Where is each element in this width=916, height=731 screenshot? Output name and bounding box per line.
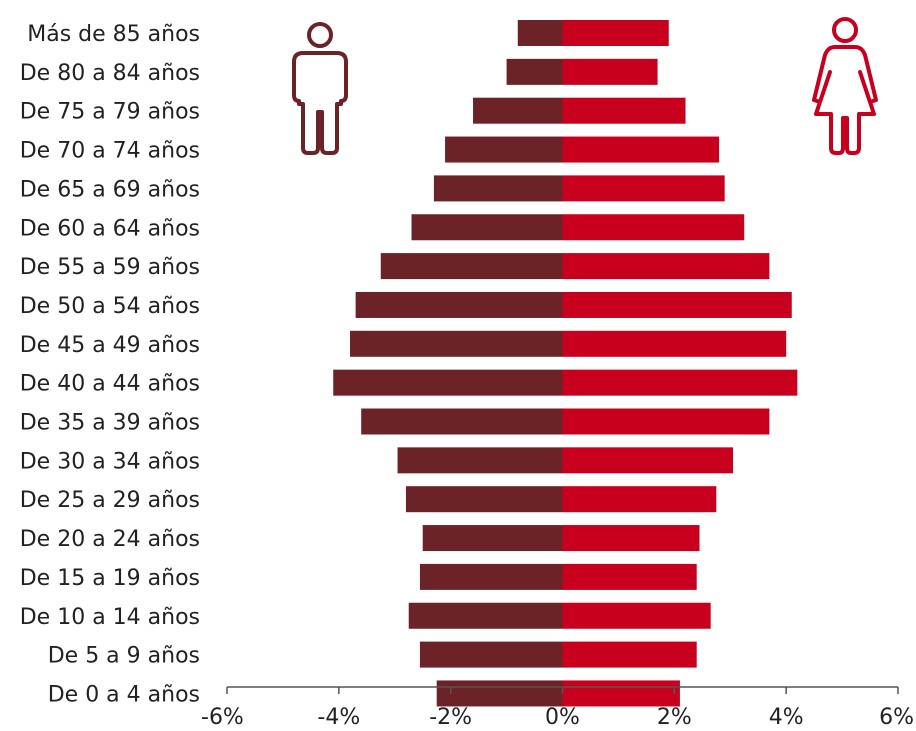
x-tick-label: -4% xyxy=(317,705,360,730)
bar-female xyxy=(562,602,711,629)
category-label: De 65 a 69 años xyxy=(20,177,200,202)
category-label: De 60 a 64 años xyxy=(20,216,200,241)
category-labels: Más de 85 años De 80 a 84 años De 75 a 79 … xyxy=(20,22,200,707)
bar-female xyxy=(562,214,745,241)
bar-female xyxy=(562,447,734,474)
bar-male xyxy=(380,253,563,280)
bar-female xyxy=(562,486,717,513)
category-label: De 35 a 39 años xyxy=(20,411,200,436)
bar-male xyxy=(473,97,563,124)
category-label: De 55 a 59 años xyxy=(20,255,200,280)
bar-male xyxy=(422,525,563,552)
category-label: De 45 a 49 años xyxy=(20,333,200,358)
bar-female xyxy=(562,563,697,590)
bar-female xyxy=(562,136,720,163)
bar-female xyxy=(562,253,770,280)
category-label: De 75 a 79 años xyxy=(20,100,200,125)
bar-male xyxy=(355,291,563,318)
category-label: De 50 a 54 años xyxy=(20,294,200,319)
bar-male xyxy=(408,602,563,629)
woman-icon xyxy=(812,17,878,155)
x-axis: -6% -4% -2% 0% 2% 4% 6% xyxy=(201,686,914,730)
x-tick-label: 6% xyxy=(879,705,914,730)
bar-female xyxy=(562,330,787,357)
category-label: De 25 a 29 años xyxy=(20,488,200,513)
bar-female xyxy=(562,20,669,46)
bar-male xyxy=(411,214,563,241)
bar-female xyxy=(562,525,700,552)
bar-male xyxy=(517,20,563,46)
bar-male xyxy=(445,136,563,163)
category-label: De 30 a 34 años xyxy=(20,449,200,474)
bar-male xyxy=(436,680,563,707)
bar-male xyxy=(405,486,563,513)
x-tick-label: 2% xyxy=(657,705,692,730)
category-label: Más de 85 años xyxy=(27,22,200,47)
bar-male xyxy=(419,563,563,590)
bar-male xyxy=(419,641,563,668)
category-label: De 10 a 14 años xyxy=(20,605,200,630)
bar-male xyxy=(333,369,563,396)
bar-female xyxy=(562,175,725,202)
bar-male xyxy=(506,58,563,85)
bar-female xyxy=(562,641,697,668)
bar-female xyxy=(562,291,792,318)
category-label: De 0 a 4 años xyxy=(48,682,200,707)
x-tick-label: 0% xyxy=(545,705,580,730)
bar-female xyxy=(562,408,770,435)
bar-male xyxy=(433,175,563,202)
category-label: De 20 a 24 años xyxy=(20,527,200,552)
bar-female xyxy=(562,369,798,396)
x-tick-label: -2% xyxy=(429,705,472,730)
category-label: De 15 a 19 años xyxy=(20,566,200,591)
category-label: De 5 a 9 años xyxy=(48,644,200,669)
bar-male xyxy=(350,330,563,357)
category-label: De 70 a 74 años xyxy=(20,139,200,164)
x-tick-label: -6% xyxy=(201,705,244,730)
bar-female xyxy=(562,58,658,85)
bar-male xyxy=(397,447,563,474)
bar-female xyxy=(562,680,680,707)
man-icon xyxy=(292,22,348,155)
x-tick-label: 4% xyxy=(769,705,804,730)
category-label: De 40 a 44 años xyxy=(20,372,200,397)
bars-group xyxy=(333,20,798,707)
category-label: De 80 a 84 años xyxy=(20,61,200,86)
bar-male xyxy=(361,408,563,435)
bar-female xyxy=(562,97,686,124)
